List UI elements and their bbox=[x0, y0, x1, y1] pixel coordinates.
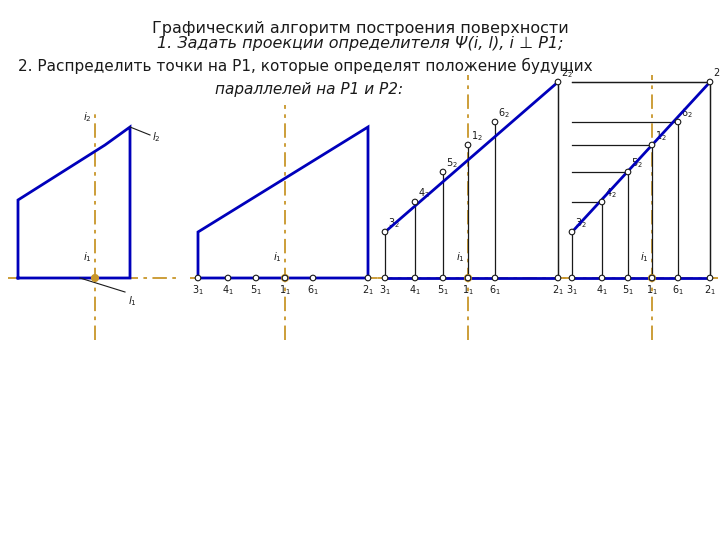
Circle shape bbox=[382, 275, 388, 281]
Circle shape bbox=[310, 275, 316, 281]
Circle shape bbox=[492, 119, 498, 125]
Text: $6_2$: $6_2$ bbox=[681, 106, 693, 120]
Circle shape bbox=[195, 275, 201, 281]
Text: $4_2$: $4_2$ bbox=[605, 186, 617, 200]
Circle shape bbox=[649, 142, 654, 148]
Text: $4_1$: $4_1$ bbox=[596, 283, 608, 297]
Text: $3_2$: $3_2$ bbox=[388, 216, 400, 230]
Circle shape bbox=[365, 275, 371, 281]
Circle shape bbox=[555, 275, 561, 281]
Circle shape bbox=[465, 275, 471, 281]
Text: $2_1$: $2_1$ bbox=[552, 283, 564, 297]
Circle shape bbox=[649, 274, 655, 281]
Circle shape bbox=[440, 169, 446, 175]
Circle shape bbox=[440, 275, 446, 281]
Text: $2_1$: $2_1$ bbox=[362, 283, 374, 297]
Circle shape bbox=[625, 169, 631, 175]
Circle shape bbox=[91, 274, 99, 281]
Text: $6_1$: $6_1$ bbox=[672, 283, 684, 297]
Circle shape bbox=[649, 275, 654, 281]
Circle shape bbox=[253, 275, 258, 281]
Circle shape bbox=[599, 199, 605, 205]
Circle shape bbox=[412, 275, 418, 281]
Circle shape bbox=[570, 275, 575, 281]
Circle shape bbox=[599, 275, 605, 281]
Text: параллелей на Ρ1 и Ρ2:: параллелей на Ρ1 и Ρ2: bbox=[215, 82, 403, 97]
Text: $l_1$: $l_1$ bbox=[128, 294, 137, 308]
Text: $5_1$: $5_1$ bbox=[437, 283, 449, 297]
Text: $1_2$: $1_2$ bbox=[471, 129, 483, 143]
Text: $3_1$: $3_1$ bbox=[379, 283, 391, 297]
Circle shape bbox=[412, 199, 418, 205]
Text: $5_2$: $5_2$ bbox=[446, 156, 458, 170]
Circle shape bbox=[282, 275, 288, 281]
Text: $3_1$: $3_1$ bbox=[566, 283, 578, 297]
Circle shape bbox=[555, 79, 561, 85]
Text: Графический алгоритм построения поверхности: Графический алгоритм построения поверхно… bbox=[152, 21, 568, 36]
Circle shape bbox=[282, 274, 289, 281]
Text: $6_1$: $6_1$ bbox=[489, 283, 501, 297]
Text: $2_2$: $2_2$ bbox=[713, 66, 720, 80]
Text: $l_2$: $l_2$ bbox=[152, 130, 161, 144]
Text: $5_1$: $5_1$ bbox=[250, 283, 262, 297]
Circle shape bbox=[382, 229, 388, 235]
Text: 2. Распределить точки на Ρ1, которые определят положение будущих: 2. Распределить точки на Ρ1, которые опр… bbox=[18, 58, 593, 74]
Circle shape bbox=[225, 275, 231, 281]
Circle shape bbox=[675, 119, 681, 125]
Circle shape bbox=[570, 229, 575, 235]
Circle shape bbox=[675, 275, 681, 281]
Circle shape bbox=[707, 79, 713, 85]
Circle shape bbox=[465, 142, 471, 148]
Text: $1_2$: $1_2$ bbox=[655, 129, 667, 143]
Text: $6_1$: $6_1$ bbox=[307, 283, 319, 297]
Circle shape bbox=[492, 275, 498, 281]
Text: $3_2$: $3_2$ bbox=[575, 216, 587, 230]
Text: $4_1$: $4_1$ bbox=[222, 283, 234, 297]
Text: $5_1$: $5_1$ bbox=[622, 283, 634, 297]
Text: $4_1$: $4_1$ bbox=[409, 283, 421, 297]
Circle shape bbox=[707, 275, 713, 281]
Text: $i_1$: $i_1$ bbox=[456, 250, 465, 264]
Text: $6_2$: $6_2$ bbox=[498, 106, 510, 120]
Text: $1_1$: $1_1$ bbox=[279, 283, 291, 297]
Text: $2_1$: $2_1$ bbox=[704, 283, 716, 297]
Circle shape bbox=[464, 274, 472, 281]
Text: $i_2$: $i_2$ bbox=[84, 110, 92, 124]
Text: 1. Задать проекции определителя Ψ(i, l), i ⊥ Ρ1;: 1. Задать проекции определителя Ψ(i, l),… bbox=[157, 36, 563, 51]
Text: $3_1$: $3_1$ bbox=[192, 283, 204, 297]
Text: $2_2$: $2_2$ bbox=[561, 66, 573, 80]
Text: $i_1$: $i_1$ bbox=[83, 250, 92, 264]
Text: $1_1$: $1_1$ bbox=[646, 283, 658, 297]
Text: $5_2$: $5_2$ bbox=[631, 156, 643, 170]
Text: $1_1$: $1_1$ bbox=[462, 283, 474, 297]
Text: $i_1$: $i_1$ bbox=[640, 250, 649, 264]
Circle shape bbox=[625, 275, 631, 281]
Text: $4_2$: $4_2$ bbox=[418, 186, 430, 200]
Text: $i_1$: $i_1$ bbox=[273, 250, 282, 264]
